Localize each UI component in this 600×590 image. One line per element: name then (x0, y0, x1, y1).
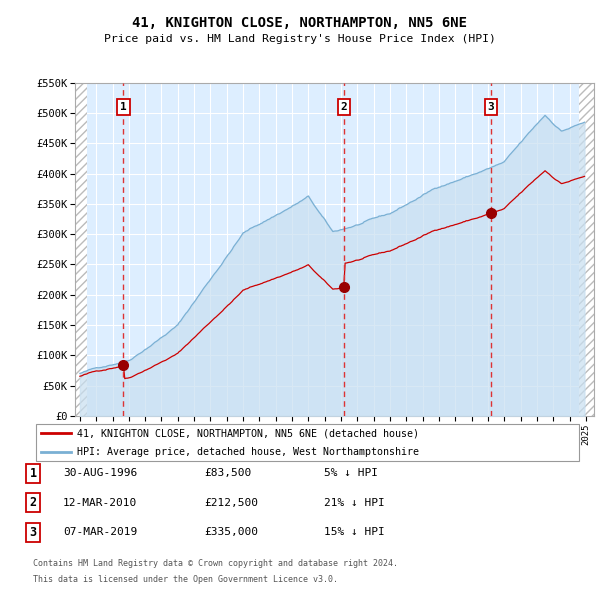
Text: 3: 3 (29, 526, 37, 539)
Text: Contains HM Land Registry data © Crown copyright and database right 2024.: Contains HM Land Registry data © Crown c… (33, 559, 398, 568)
Text: 2: 2 (29, 496, 37, 509)
Text: This data is licensed under the Open Government Licence v3.0.: This data is licensed under the Open Gov… (33, 575, 338, 584)
Text: 21% ↓ HPI: 21% ↓ HPI (324, 498, 385, 507)
Text: 1: 1 (120, 102, 127, 112)
Text: 30-AUG-1996: 30-AUG-1996 (63, 468, 137, 478)
Bar (75, 83, 87, 416)
Text: HPI: Average price, detached house, West Northamptonshire: HPI: Average price, detached house, West… (77, 447, 419, 457)
FancyBboxPatch shape (36, 424, 579, 461)
Text: 2: 2 (341, 102, 347, 112)
Text: 41, KNIGHTON CLOSE, NORTHAMPTON, NN5 6NE (detached house): 41, KNIGHTON CLOSE, NORTHAMPTON, NN5 6NE… (77, 428, 419, 438)
Text: £83,500: £83,500 (204, 468, 251, 478)
Text: 1: 1 (29, 467, 37, 480)
Text: 5% ↓ HPI: 5% ↓ HPI (324, 468, 378, 478)
Text: 12-MAR-2010: 12-MAR-2010 (63, 498, 137, 507)
Bar (579, 83, 594, 416)
Text: 07-MAR-2019: 07-MAR-2019 (63, 527, 137, 537)
Text: 41, KNIGHTON CLOSE, NORTHAMPTON, NN5 6NE: 41, KNIGHTON CLOSE, NORTHAMPTON, NN5 6NE (133, 16, 467, 30)
Text: 15% ↓ HPI: 15% ↓ HPI (324, 527, 385, 537)
Text: £335,000: £335,000 (204, 527, 258, 537)
Text: 3: 3 (487, 102, 494, 112)
Text: £212,500: £212,500 (204, 498, 258, 507)
Text: Price paid vs. HM Land Registry's House Price Index (HPI): Price paid vs. HM Land Registry's House … (104, 34, 496, 44)
